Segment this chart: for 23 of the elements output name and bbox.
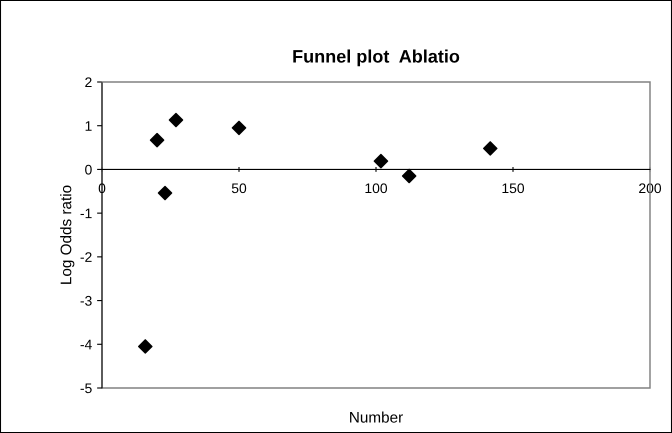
y-tick-label: -4	[80, 340, 92, 350]
point	[168, 112, 184, 128]
point	[138, 339, 153, 354]
y-tick-label: 1	[86, 121, 92, 131]
chart-title: Funnel plot Ablatio	[293, 49, 460, 66]
y-axis-title: Log Odds ratio	[60, 186, 74, 284]
x-tick-label: 50	[232, 183, 246, 194]
x-tick-label: 100	[365, 183, 388, 194]
x-axis-title: Number	[350, 411, 403, 423]
point	[482, 141, 498, 156]
y-tick-label: -3	[80, 296, 92, 306]
x-tick-label: 150	[502, 183, 524, 194]
y-tick-label: 0	[85, 164, 92, 175]
y-tick-label: -2	[80, 252, 92, 262]
y-tick-label: -5	[80, 383, 92, 394]
y-tick-label: -1	[80, 208, 92, 218]
point	[150, 132, 164, 148]
point	[402, 168, 416, 184]
x-tick-label: 200	[639, 183, 662, 194]
point	[158, 186, 172, 200]
point	[232, 120, 246, 136]
y-tick-label: 2	[85, 77, 92, 88]
point	[374, 154, 388, 168]
